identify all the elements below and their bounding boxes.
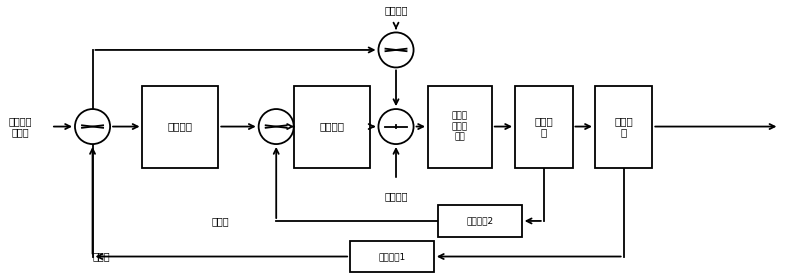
Text: 反馈值: 反馈值	[211, 216, 229, 226]
Text: 炉膛温
度: 炉膛温 度	[534, 116, 553, 137]
Bar	[595, 86, 652, 167]
Text: 副控制器: 副控制器	[320, 122, 345, 131]
Bar	[438, 205, 522, 237]
Text: 出口温
度: 出口温 度	[614, 116, 633, 137]
Text: 进口温度: 进口温度	[384, 5, 408, 15]
Bar	[515, 86, 573, 167]
Bar	[294, 86, 370, 167]
Text: 流体流量: 流体流量	[384, 191, 408, 201]
Text: 电加热
器功率
输出: 电加热 器功率 输出	[452, 112, 468, 141]
Bar	[142, 86, 218, 167]
Ellipse shape	[75, 109, 110, 144]
Bar	[350, 241, 434, 272]
Bar	[428, 86, 492, 167]
Text: 出口温度
设定值: 出口温度 设定值	[9, 116, 33, 137]
Ellipse shape	[258, 109, 294, 144]
Text: 检测信号1: 检测信号1	[378, 252, 406, 261]
Text: 反馈值: 反馈值	[93, 252, 110, 262]
Text: 主控制器: 主控制器	[168, 122, 193, 131]
Ellipse shape	[378, 109, 414, 144]
Ellipse shape	[378, 32, 414, 67]
Text: 检测信号2: 检测信号2	[466, 216, 494, 226]
